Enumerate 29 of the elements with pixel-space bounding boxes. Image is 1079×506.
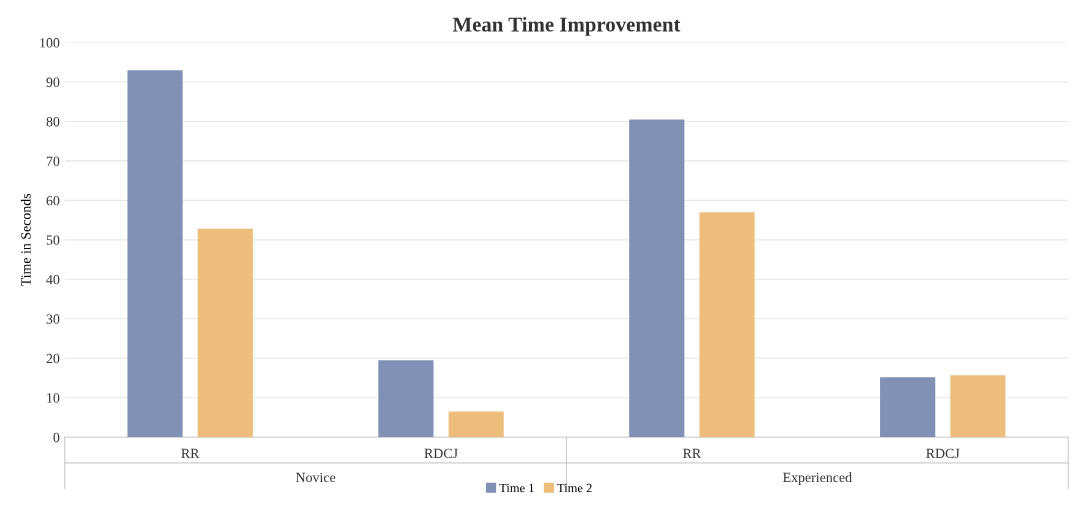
bar bbox=[699, 212, 755, 438]
y-tick-label: 80 bbox=[46, 117, 60, 127]
x-tick-label: RDCJ bbox=[926, 448, 960, 459]
bar bbox=[197, 228, 253, 438]
bar bbox=[950, 375, 1006, 438]
y-tick-label: 40 bbox=[46, 274, 60, 285]
text: Experienced bbox=[783, 472, 852, 485]
y-tick-label: 0 bbox=[53, 432, 60, 443]
bar bbox=[880, 377, 936, 438]
y-tick-label: 10 bbox=[47, 393, 60, 403]
legend-label: Time 2 bbox=[557, 483, 592, 493]
x-tick-label: RR bbox=[181, 448, 200, 458]
x-tick-label: RR bbox=[683, 448, 702, 458]
y-tick-label: 100 bbox=[40, 38, 60, 48]
chart-title: Mean Time Improvement bbox=[452, 16, 681, 36]
y-tick-label: 30 bbox=[46, 314, 60, 324]
y-tick-label: 70 bbox=[46, 156, 60, 166]
y-tick-label: 20 bbox=[46, 353, 60, 364]
bar bbox=[127, 70, 183, 438]
x-tick-label: RDCJ bbox=[424, 448, 458, 459]
y-axis-title: Time in Seconds bbox=[20, 193, 31, 287]
y-tick-label: 90 bbox=[46, 77, 60, 87]
y-tick-label: 60 bbox=[46, 195, 60, 206]
legend-label: Time 1 bbox=[499, 483, 534, 493]
bar bbox=[378, 360, 434, 438]
bar bbox=[448, 411, 504, 438]
y-tick-label: 50 bbox=[46, 235, 60, 245]
bar bbox=[629, 119, 685, 438]
text: Novice bbox=[295, 472, 336, 483]
